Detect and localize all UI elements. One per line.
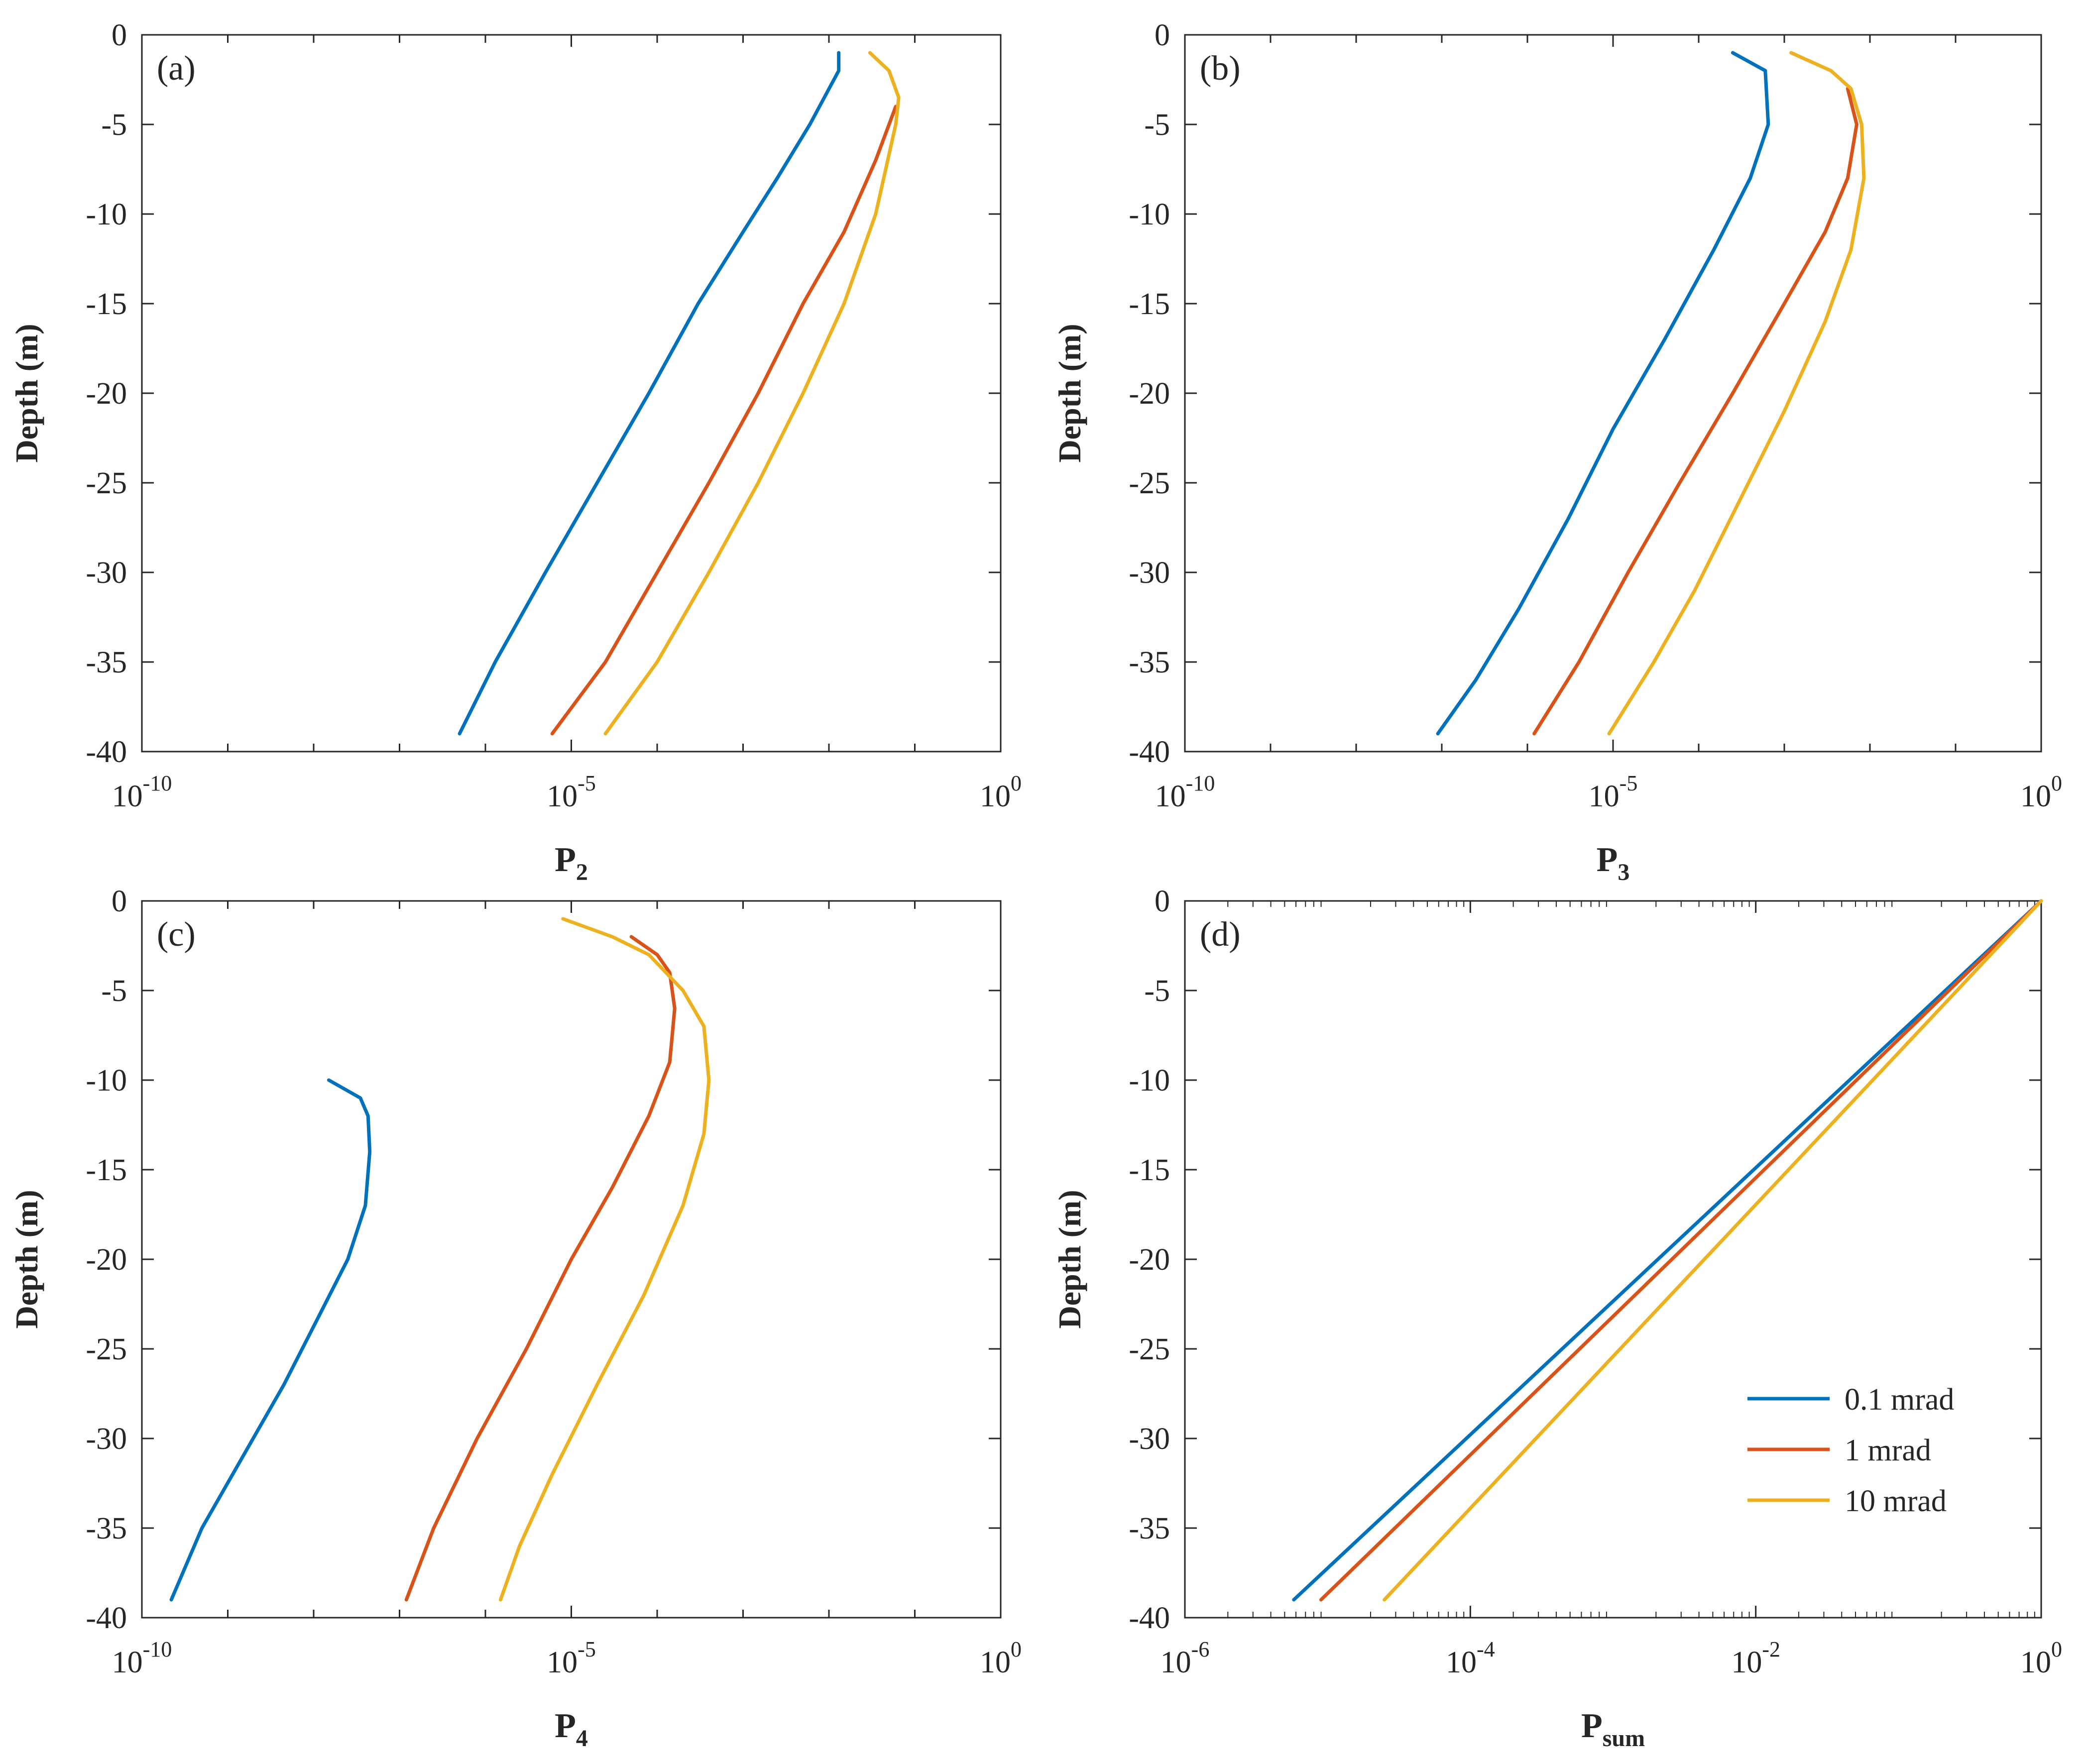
legend-entry: 1 mrad — [1845, 1433, 1931, 1467]
y-tick-label: -15 — [86, 1153, 127, 1187]
y-tick-label: -5 — [101, 974, 127, 1008]
x-tick-label: 100 — [2020, 771, 2062, 813]
x-axis-label: P3 — [1597, 841, 1630, 885]
x-tick-label: 10-10 — [1155, 771, 1215, 813]
y-tick-label: -35 — [1129, 646, 1170, 679]
y-tick-label: 0 — [112, 884, 127, 918]
y-tick-label: 0 — [1155, 18, 1170, 52]
y-tick-label: -30 — [1129, 556, 1170, 590]
x-tick-label: 10-4 — [1446, 1637, 1495, 1679]
y-tick-label: 0 — [112, 18, 127, 52]
y-tick-label: -25 — [1129, 1332, 1170, 1366]
x-tick-label: 100 — [980, 771, 1022, 813]
x-tick-label: 10-2 — [1731, 1637, 1780, 1679]
y-tick-label: -5 — [101, 108, 127, 142]
series-line-2 — [1532, 87, 1858, 736]
y-tick-label: -20 — [1129, 1243, 1170, 1277]
y-tick-label: -10 — [86, 198, 127, 231]
series-line-1 — [1436, 51, 1770, 736]
panel-label: (a) — [157, 49, 196, 88]
x-tick-label: 10-5 — [547, 771, 596, 813]
y-tick-label: -15 — [1129, 287, 1170, 321]
y-tick-label: -30 — [1129, 1422, 1170, 1456]
x-tick-label: 100 — [2020, 1637, 2062, 1679]
legend: 0.1 mrad 1 mrad 10 mrad — [1747, 1383, 1954, 1518]
y-tick-label: -15 — [86, 287, 127, 321]
legend-entry: 0.1 mrad — [1845, 1383, 1954, 1417]
y-tick-label: -30 — [86, 556, 127, 590]
axes-box — [141, 34, 1002, 753]
y-tick-label: -20 — [86, 1243, 127, 1277]
panel-label: (d) — [1200, 915, 1241, 954]
series-line-1 — [458, 51, 841, 736]
y-tick-label: -40 — [86, 735, 127, 769]
y-axis-label: Depth (m) — [9, 1190, 44, 1328]
y-tick-label: -25 — [1129, 466, 1170, 500]
series-line-3 — [603, 51, 901, 736]
y-axis-label: Depth (m) — [1052, 1190, 1087, 1328]
y-tick-label: -40 — [86, 1601, 127, 1635]
y-tick-label: -15 — [1129, 1153, 1170, 1187]
panel-label: (b) — [1200, 49, 1241, 88]
y-tick-label: -25 — [86, 1332, 127, 1366]
x-tick-label: 10-10 — [112, 771, 172, 813]
series-line-3 — [1607, 51, 1866, 736]
y-axis-label: Depth (m) — [1052, 324, 1087, 462]
x-tick-label: 10-5 — [547, 1637, 596, 1679]
y-tick-label: -35 — [1129, 1512, 1170, 1545]
y-tick-label: -35 — [86, 1512, 127, 1545]
y-tick-label: -40 — [1129, 1601, 1170, 1635]
y-tick-label: 0 — [1155, 884, 1170, 918]
legend-entry: 10 mrad — [1845, 1484, 1947, 1518]
x-tick-label: 100 — [980, 1637, 1022, 1679]
series-line-2 — [404, 935, 677, 1602]
y-tick-label: -5 — [1144, 974, 1170, 1008]
series-line-2 — [550, 105, 898, 736]
y-tick-label: -20 — [86, 377, 127, 411]
y-tick-label: -40 — [1129, 735, 1170, 769]
y-tick-label: -10 — [1129, 1064, 1170, 1098]
y-axis-label: Depth (m) — [9, 324, 44, 462]
x-axis-label: P4 — [555, 1707, 588, 1752]
series-line-3 — [1383, 899, 2043, 1602]
panel-label: (c) — [157, 915, 196, 954]
series-line-2 — [1319, 899, 2043, 1602]
x-tick-label: 10-6 — [1160, 1637, 1210, 1679]
y-tick-label: -20 — [1129, 377, 1170, 411]
x-axis-label: P2 — [555, 841, 588, 885]
axes-box — [1184, 34, 2042, 753]
x-axis-label: Psum — [1581, 1707, 1645, 1752]
y-tick-label: -10 — [86, 1064, 127, 1098]
x-tick-label: 10-5 — [1589, 771, 1638, 813]
y-tick-label: -30 — [86, 1422, 127, 1456]
series-line-1 — [1292, 899, 2043, 1602]
y-tick-label: -25 — [86, 466, 127, 500]
y-tick-label: -10 — [1129, 198, 1170, 231]
series-line-1 — [169, 1078, 372, 1602]
y-tick-label: -5 — [1144, 108, 1170, 142]
series-line-3 — [498, 917, 711, 1602]
y-tick-label: -35 — [86, 646, 127, 679]
x-tick-label: 10-10 — [112, 1637, 172, 1679]
